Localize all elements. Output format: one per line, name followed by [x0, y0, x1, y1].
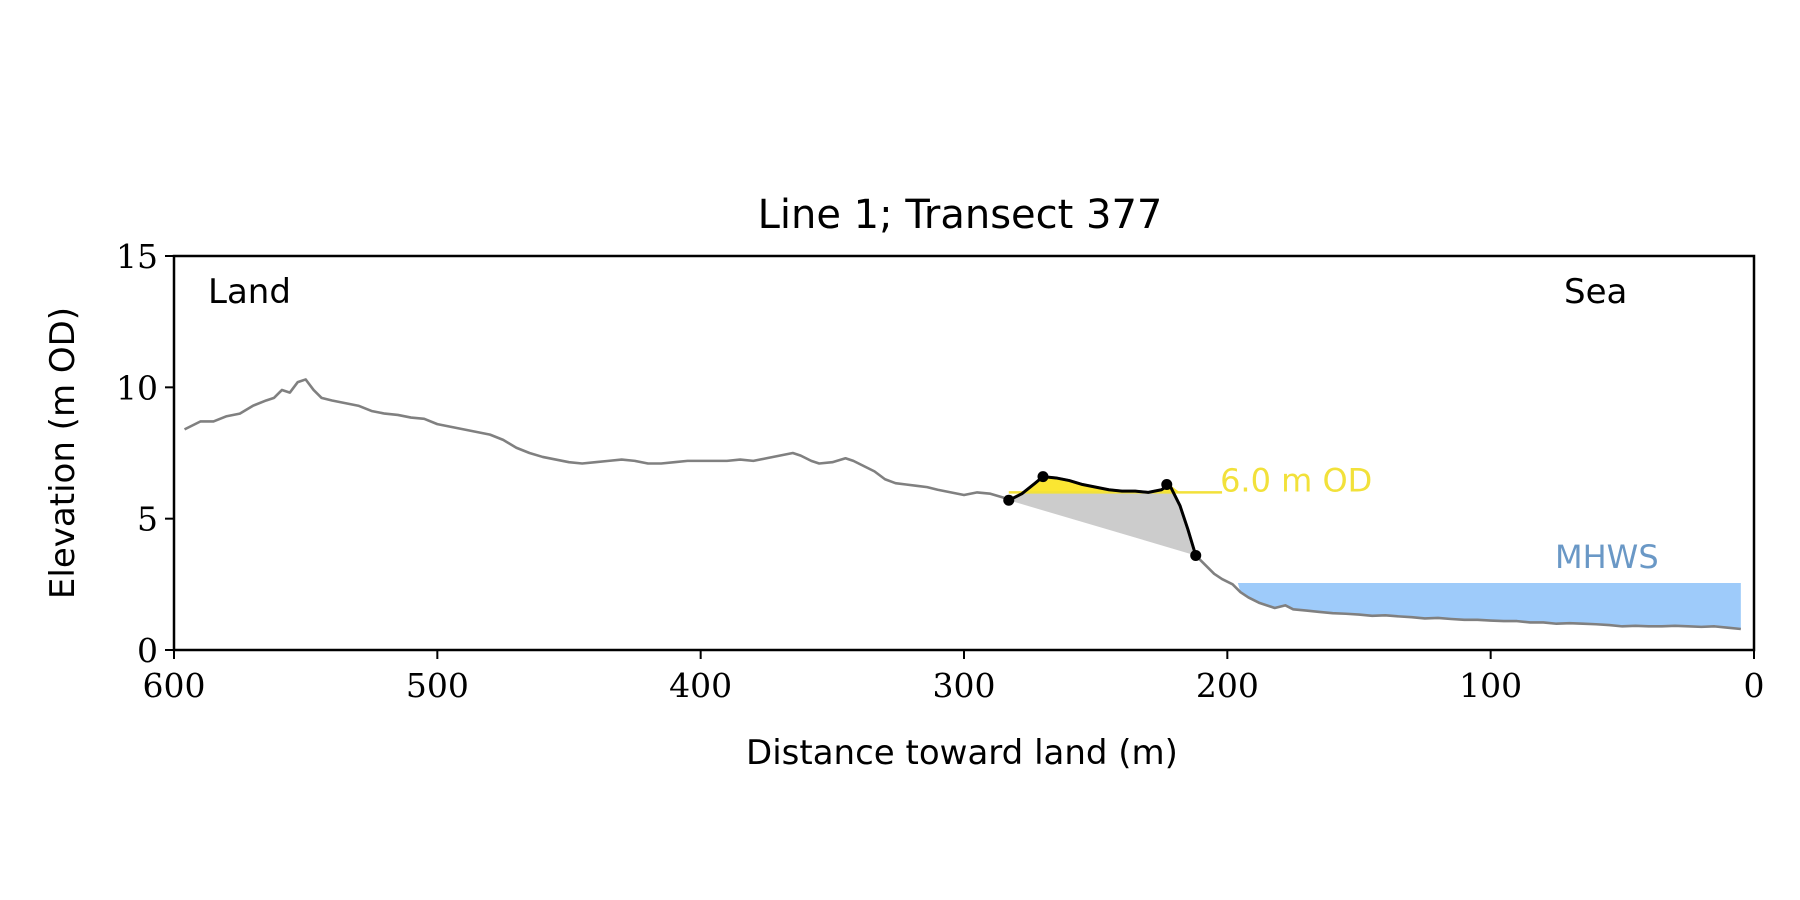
y-tick-label-0: 0: [137, 631, 158, 670]
feature-point-2: [1161, 479, 1173, 491]
x-axis-title: Distance toward land (m): [746, 733, 1178, 773]
x-tick-label-4: 200: [1196, 666, 1259, 705]
dune-volume-region: [1008, 476, 1196, 556]
y-tick-label-2: 10: [116, 368, 158, 407]
feature-point-1: [1037, 471, 1049, 483]
land-label: Land: [208, 272, 291, 312]
x-axis: 600 500 400 300 200 100 0: [143, 650, 1765, 705]
feature-point-3: [1190, 549, 1202, 561]
sea-label: Sea: [1564, 272, 1627, 312]
mhws-water-region: [1237, 583, 1741, 629]
x-tick-label-1: 500: [406, 666, 469, 705]
mhws-label: MHWS: [1555, 538, 1659, 576]
terrain-profile-line: [183, 378, 1741, 631]
x-tick-label-2: 400: [669, 666, 732, 705]
y-axis-title: Elevation (m OD): [43, 307, 83, 599]
x-tick-label-5: 100: [1459, 666, 1522, 705]
x-tick-label-0: 600: [143, 666, 206, 705]
y-tick-label-1: 5: [137, 500, 158, 539]
chart-title: Line 1; Transect 377: [758, 192, 1163, 238]
x-tick-label-3: 300: [933, 666, 996, 705]
y-axis: 0 5 10 15: [116, 237, 174, 670]
x-tick-label-6: 0: [1744, 666, 1765, 705]
above-reference-region: [1008, 476, 1196, 493]
y-tick-label-3: 15: [116, 237, 158, 276]
plot-area: 6.0 m OD MHWS: [183, 378, 1741, 631]
feature-point-0: [1003, 494, 1015, 506]
reference-level-label: 6.0 m OD: [1220, 461, 1372, 499]
